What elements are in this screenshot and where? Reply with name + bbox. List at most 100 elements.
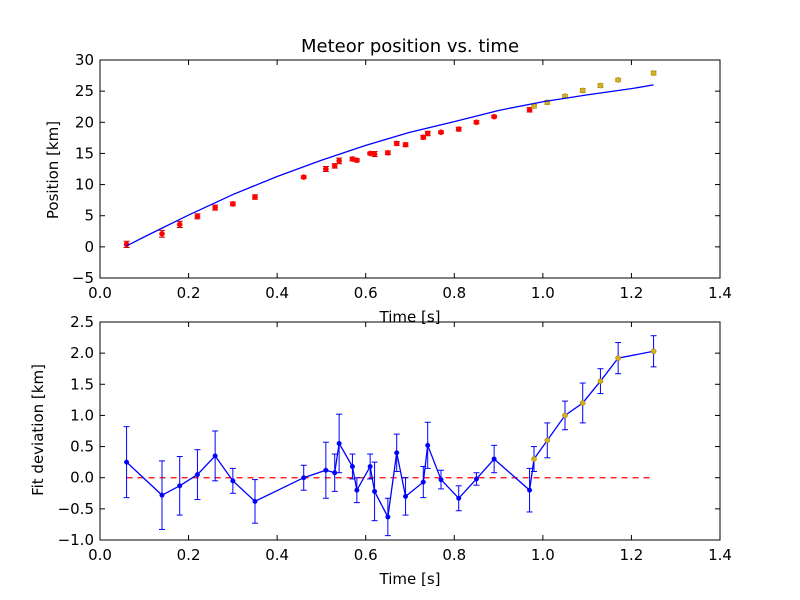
x-tick-label: 1.2 (619, 284, 643, 302)
y-axis-label: Position [km] (44, 121, 62, 219)
data-point (252, 194, 258, 200)
data-point (323, 166, 329, 172)
y-tick-label: 2.0 (70, 344, 94, 362)
data-point (332, 470, 338, 476)
data-point (194, 213, 201, 220)
deviation-plot-area: 0.0 0.2 0.4 0.6 0.8 1.0 1.2 1.4 −1.0 −0.5 0.0 0.5 1.… (58, 313, 732, 564)
data-point (531, 456, 537, 462)
data-point (527, 487, 533, 493)
deviation-chart: 0.0 0.2 0.4 0.6 0.8 1.0 1.2 1.4 −1.0 −0.5 0.0 0.5 1.… (29, 313, 732, 588)
data-point (597, 82, 604, 89)
series-0 (123, 107, 533, 248)
data-point (526, 107, 533, 113)
data-point (336, 158, 342, 164)
data-point (371, 151, 378, 157)
series-0 (123, 335, 657, 537)
data-point (349, 464, 355, 470)
data-point (579, 87, 586, 94)
data-point (491, 113, 497, 120)
data-point (424, 130, 431, 137)
data-point (159, 492, 165, 498)
data-point (385, 150, 391, 156)
data-point (372, 488, 378, 494)
data-point (354, 487, 360, 493)
y-tick-label: 0.0 (70, 469, 94, 487)
data-point (491, 456, 497, 462)
data-point (354, 157, 360, 164)
y-tick-label: −1.0 (58, 531, 94, 549)
y-tick-label: 0 (84, 238, 94, 256)
data-point (230, 478, 236, 484)
data-point (420, 479, 426, 485)
y-tick-label: 30 (75, 51, 94, 69)
x-tick-label: 0.0 (88, 284, 112, 302)
data-point (455, 126, 462, 132)
x-tick-label: 0.4 (265, 546, 289, 564)
chart-title: Meteor position vs. time (301, 36, 519, 57)
data-point (177, 483, 183, 489)
x-tick-label: 1.0 (531, 546, 555, 564)
y-tick-label: 5 (84, 207, 94, 225)
x-tick-label: 1.4 (708, 546, 732, 564)
data-point (597, 378, 604, 384)
x-axis-label: Time [s] (379, 308, 441, 326)
x-tick-label: 0.6 (354, 546, 378, 564)
series-1 (531, 70, 657, 109)
data-point (124, 459, 130, 465)
y-tick-label: 0.5 (70, 438, 94, 456)
data-point (367, 464, 373, 470)
data-point (438, 477, 444, 483)
data-point (650, 348, 657, 355)
series-2 (126, 84, 654, 247)
data-point (456, 495, 462, 501)
y-axis-label: Fit deviation [km] (29, 364, 47, 496)
y-tick-label: 1.5 (70, 375, 94, 393)
x-tick-label: 0.6 (354, 284, 378, 302)
y-tick-label: −5 (72, 269, 94, 287)
y-tick-label: 2.5 (70, 313, 94, 331)
series-1 (531, 348, 657, 462)
data-point (301, 475, 307, 481)
data-point (336, 440, 342, 446)
data-point (615, 355, 621, 361)
data-point (650, 70, 657, 76)
y-tick-label: 20 (75, 113, 94, 131)
position-plot-area: 0.0 0.2 0.4 0.6 0.8 1.0 1.2 1.4 −5 0 5 10 15 20 25 30 (72, 51, 732, 302)
data-point (252, 498, 258, 504)
data-point (393, 140, 400, 147)
data-point (425, 442, 431, 448)
data-point (402, 141, 409, 148)
x-tick-label: 0.4 (265, 284, 289, 302)
x-tick-label: 1.4 (708, 284, 732, 302)
data-point (212, 204, 218, 211)
data-point (194, 472, 200, 478)
x-axis-label: Time [s] (379, 570, 441, 588)
x-tick-label: 0.8 (442, 546, 466, 564)
y-tick-label: 25 (75, 82, 94, 100)
data-point (230, 201, 236, 207)
axes-frame (99, 321, 721, 541)
x-tick-label: 1.2 (619, 546, 643, 564)
data-point (323, 467, 329, 473)
data-point (420, 134, 427, 141)
y-tick-label: 1.0 (70, 406, 94, 424)
data-point (300, 174, 307, 180)
data-point (544, 437, 551, 444)
data-point (176, 221, 183, 228)
data-point (212, 453, 218, 459)
data-point (331, 163, 338, 169)
data-point (438, 129, 444, 136)
x-tick-label: 0.8 (442, 284, 466, 302)
fit-curve (126, 84, 654, 247)
deviation-line (126, 350, 654, 520)
data-point (473, 119, 480, 126)
data-point (473, 476, 479, 482)
data-point (579, 400, 586, 406)
data-point (615, 77, 621, 83)
y-tick-label: 10 (75, 176, 94, 194)
data-point (385, 514, 391, 520)
y-tick-label: 15 (75, 144, 94, 162)
data-point (403, 493, 409, 499)
